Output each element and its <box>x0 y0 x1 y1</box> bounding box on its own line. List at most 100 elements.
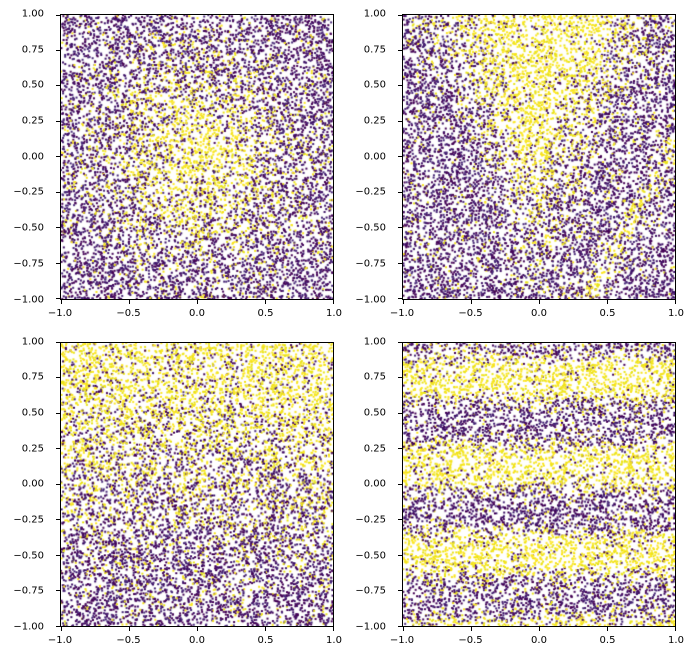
y-tick-mark <box>56 14 60 16</box>
y-tick-label: −0.50 <box>355 550 386 562</box>
y-tick-mark <box>398 448 402 450</box>
y-tick-label: −0.50 <box>13 222 44 234</box>
x-tick-label: 0.0 <box>189 635 205 646</box>
y-tick-mark <box>56 483 60 485</box>
x-axis-tick-labels: −1.0 −0.5 0.0 0.5 1.0 <box>390 307 684 322</box>
scatter-plot-canvas <box>61 342 333 626</box>
y-tick-mark <box>398 49 402 51</box>
x-tick-label: 0.5 <box>599 307 616 319</box>
y-axis-tick-labels: 1.00 0.75 0.50 0.25 0.00 −0.25 −0.50 −0.75 −1.00 <box>2 336 52 633</box>
y-axis-tick-labels: 1.00 0.75 0.50 0.25 0.00 −0.25 −0.50 −0.75 −1.00 <box>344 336 394 633</box>
y-tick-mark <box>398 342 402 343</box>
x-tick-label: −0.5 <box>458 635 483 646</box>
x-tick-mark <box>402 299 404 304</box>
x-tick-label: 0.5 <box>257 635 274 646</box>
y-tick-label: 0.00 <box>363 478 386 490</box>
plot-box <box>398 14 676 304</box>
y-tick-mark <box>398 85 402 87</box>
y-tick-mark <box>398 377 402 379</box>
y-tick-label: 1.00 <box>363 336 386 347</box>
y-tick-label: 0.00 <box>363 151 386 163</box>
y-tick-label: −0.50 <box>13 550 44 562</box>
x-tick-label: 0.5 <box>257 307 274 319</box>
y-tick-mark <box>56 156 60 158</box>
y-tick-mark <box>398 14 402 16</box>
x-tick-mark <box>60 627 62 631</box>
x-tick-mark <box>470 299 472 304</box>
x-axis-tick-labels: −1.0 −0.5 0.0 0.5 1.0 <box>48 635 342 649</box>
scatter-plot-canvas <box>403 15 675 299</box>
y-tick-mark <box>398 590 402 592</box>
y-tick-mark <box>398 156 402 158</box>
y-axis-tick-labels: 1.00 0.75 0.50 0.25 0.00 −0.25 −0.50 −0.75 −1.00 <box>2 9 52 306</box>
x-tick-mark <box>606 627 608 631</box>
y-tick-mark <box>398 262 402 264</box>
y-tick-mark <box>398 625 402 627</box>
subplot-bottom-right: 1.00 0.75 0.50 0.25 0.00 −0.25 −0.50 −0.75 −1.00… <box>344 330 686 658</box>
subplot-top-left: 1.00 0.75 0.50 0.25 0.00 −0.25 −0.50 −0.75 −1.00… <box>2 2 344 330</box>
y-tick-label: −0.75 <box>13 258 44 270</box>
x-tick-mark <box>538 299 540 304</box>
x-tick-mark <box>60 299 62 304</box>
y-tick-label: 0.25 <box>21 115 44 127</box>
x-tick-label: 1.0 <box>326 307 342 319</box>
x-tick-label: −0.5 <box>116 307 141 319</box>
plot-box <box>56 341 334 631</box>
y-tick-label: 0.50 <box>21 79 44 91</box>
y-tick-mark <box>56 191 60 193</box>
y-tick-label: −0.25 <box>13 514 44 526</box>
x-tick-label: −1.0 <box>389 307 415 319</box>
subplot-bottom-left: 1.00 0.75 0.50 0.25 0.00 −0.25 −0.50 −0.75 −1.00… <box>2 330 344 658</box>
y-tick-mark <box>398 298 402 299</box>
x-tick-mark <box>332 299 334 304</box>
x-tick-mark <box>674 299 676 304</box>
x-axis-tick-labels: −1.0 −0.5 0.0 0.5 1.0 <box>390 635 684 649</box>
x-tick-label: −1.0 <box>47 307 73 319</box>
x-tick-mark <box>674 627 676 631</box>
y-tick-label: 0.50 <box>363 407 386 419</box>
x-tick-label: −0.5 <box>116 635 141 646</box>
x-tick-label: −1.0 <box>389 635 415 646</box>
y-axis-tick-labels: 1.00 0.75 0.50 0.25 0.00 −0.25 −0.50 −0.75 −1.00 <box>344 9 394 306</box>
x-tick-mark <box>332 627 334 631</box>
y-tick-label: −0.75 <box>13 585 44 597</box>
y-tick-label: −0.50 <box>355 222 386 234</box>
x-tick-label: 1.0 <box>326 635 342 646</box>
y-tick-label: 0.75 <box>21 44 44 56</box>
x-tick-label: 1.0 <box>668 307 684 319</box>
plot-box <box>398 341 676 631</box>
y-tick-mark <box>56 120 60 122</box>
x-tick-label: 0.5 <box>599 635 616 646</box>
y-tick-label: 1.00 <box>21 8 44 20</box>
x-tick-mark <box>606 299 608 304</box>
y-tick-label: 0.50 <box>21 407 44 419</box>
y-tick-mark <box>398 227 402 229</box>
y-tick-mark <box>398 412 402 414</box>
x-tick-label: 0.0 <box>531 635 547 646</box>
plot-box <box>56 14 334 304</box>
y-tick-mark <box>56 377 60 379</box>
y-tick-label: 0.75 <box>363 44 386 56</box>
y-tick-label: 1.00 <box>21 336 44 347</box>
y-tick-label: 0.25 <box>363 443 386 455</box>
y-tick-label: −1.00 <box>13 621 44 633</box>
x-tick-mark <box>264 627 266 631</box>
y-tick-mark <box>56 298 60 299</box>
y-tick-mark <box>56 519 60 521</box>
x-tick-mark <box>538 627 540 631</box>
y-tick-mark <box>56 412 60 414</box>
x-tick-mark <box>196 627 198 631</box>
y-tick-label: 0.75 <box>21 371 44 383</box>
x-tick-mark <box>196 299 198 304</box>
x-tick-label: 1.0 <box>668 635 684 646</box>
scatter-plot-canvas <box>61 15 333 299</box>
y-tick-mark <box>398 554 402 556</box>
x-tick-mark <box>128 299 130 304</box>
y-tick-mark <box>56 590 60 592</box>
y-tick-mark <box>56 85 60 87</box>
y-tick-label: 0.25 <box>21 443 44 455</box>
y-tick-label: −1.00 <box>13 294 44 305</box>
y-tick-mark <box>56 49 60 51</box>
y-tick-mark <box>398 519 402 521</box>
y-tick-label: −0.75 <box>355 258 386 270</box>
